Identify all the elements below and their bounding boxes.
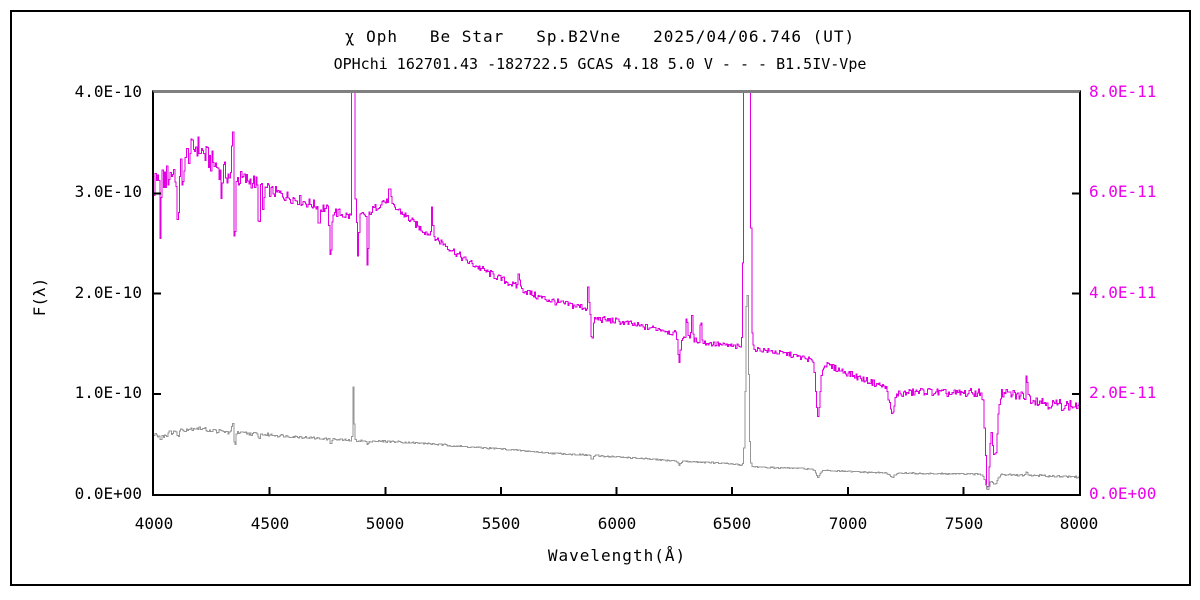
y-left-tick-label: 0.0E+00 (74, 484, 142, 503)
x-tick-label: 6000 (597, 514, 637, 533)
spectrum-magenta-right-axis (154, 93, 1079, 488)
x-tick-label: 5000 (365, 514, 405, 533)
x-tick-label: 6500 (712, 514, 752, 533)
x-tick-label: 7000 (828, 514, 868, 533)
y-left-tick-label: 2.0E-10 (74, 283, 142, 302)
y-left-tick-label: 1.0E-10 (74, 383, 142, 402)
plot-area (152, 90, 1081, 496)
chart-subtitle: OPHchi 162701.43 -182722.5 GCAS 4.18 5.0… (333, 55, 867, 73)
y-right-tick-label: 0.0E+00 (1089, 484, 1157, 503)
spectrum-gray-left-axis (154, 294, 1079, 491)
x-tick-label: 7500 (944, 514, 984, 533)
x-tick-label: 5500 (481, 514, 521, 533)
spectrum-plot-svg (154, 93, 1079, 494)
y-left-tick-label: 3.0E-10 (74, 182, 142, 201)
y-right-tick-label: 8.0E-11 (1089, 82, 1157, 101)
x-tick-label: 4500 (250, 514, 290, 533)
x-axis-label: Wavelength(Å) (547, 546, 687, 565)
y-left-tick-label: 4.0E-10 (74, 82, 142, 101)
y-right-tick-label: 2.0E-11 (1089, 383, 1157, 402)
chart-title: χ Oph Be Star Sp.B2Vne 2025/04/06.746 (U… (344, 27, 856, 46)
y-right-tick-label: 4.0E-11 (1089, 283, 1157, 302)
x-tick-label: 4000 (134, 514, 174, 533)
x-tick-label: 8000 (1059, 514, 1099, 533)
y-axis-label: F(λ) (30, 277, 49, 317)
y-right-tick-label: 6.0E-11 (1089, 182, 1157, 201)
